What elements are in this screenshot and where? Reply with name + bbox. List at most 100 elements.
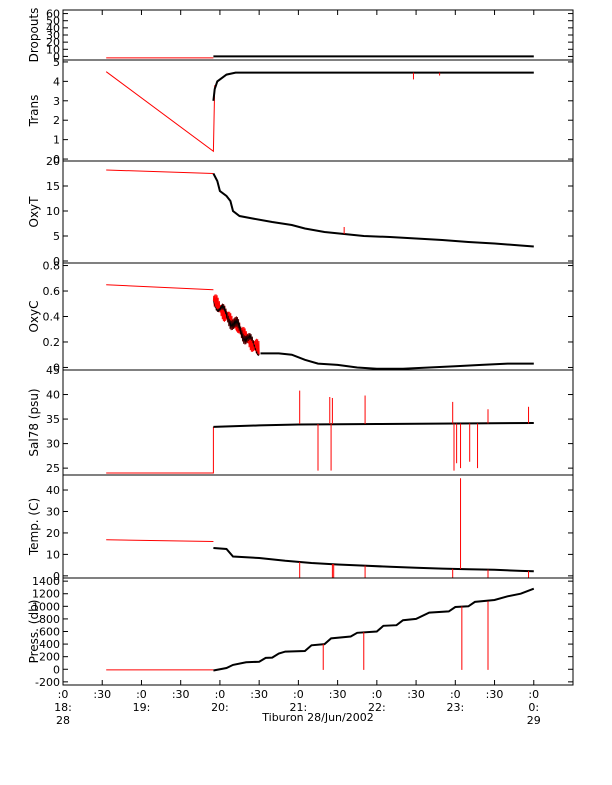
y-tick-label: 20 (46, 155, 60, 168)
y-tick-label: 2 (53, 114, 60, 127)
red-series-line (106, 284, 214, 291)
red-series-line (105, 71, 216, 153)
y-tick-label: 10 (46, 43, 60, 56)
y-tick-label: 0 (53, 361, 60, 374)
y-tick-label: 40 (46, 484, 60, 497)
red-series-line (106, 539, 214, 542)
y-tick-label: 40 (46, 22, 60, 35)
black-series-line (213, 547, 534, 573)
x-tick-label: :0 (293, 688, 304, 701)
black-series-line (212, 173, 534, 248)
x-axis-label: Tiburon 28/Jun/2002 (261, 711, 373, 724)
y-tick-label: 10 (46, 548, 60, 561)
panel-6: 0 10 20 30 40 Temp. (C) (27, 474, 574, 583)
y-tick-label: 0 (53, 255, 60, 268)
y-tick-label: 1000 (32, 600, 60, 613)
red-series-line (106, 426, 214, 474)
x-tick-label: 18: (54, 701, 72, 714)
y-axis-label: OxyC (27, 300, 41, 332)
panel-4: 0 0.2 0.4 0.6 0.8 OxyC (27, 260, 574, 374)
panel-frame (62, 9, 574, 61)
panel-frame (62, 160, 574, 264)
black-series-line (213, 422, 534, 428)
x-tick-label: :30 (329, 688, 347, 701)
x-tick-label: 28 (56, 714, 70, 727)
black-series-line (260, 352, 534, 370)
y-tick-label: 0.2 (43, 336, 61, 349)
y-axis-label: Temp. (C) (27, 498, 41, 556)
y-axis-label: Trans (27, 95, 41, 128)
y-tick-label: 400 (39, 638, 60, 651)
x-tick-label: :0 (136, 688, 147, 701)
y-tick-label: 15 (46, 180, 60, 193)
black-series-line (212, 71, 534, 101)
x-tick-label: :0 (58, 688, 69, 701)
y-tick-label: 1200 (32, 588, 60, 601)
x-tick-label: :30 (172, 688, 190, 701)
y-axis-label: Dropouts (27, 8, 41, 63)
y-tick-label: 0.8 (43, 260, 61, 273)
y-tick-label: 30 (46, 29, 60, 42)
x-axis: :018:28:30:019::30:020::30:021::30:022::… (54, 10, 541, 727)
x-tick-label: 22: (368, 701, 386, 714)
y-tick-label: 5 (53, 230, 60, 243)
y-tick-label: 30 (46, 438, 60, 451)
panels-layer: 0102030405060Dropouts012345Trans05101520… (27, 8, 574, 689)
red-series-line (106, 169, 214, 174)
y-tick-label: 1 (53, 134, 60, 147)
x-tick-label: 21: (290, 701, 308, 714)
x-tick-label: 29 (527, 714, 541, 727)
y-tick-label: 0 (53, 663, 60, 676)
y-tick-label: -200 (35, 676, 60, 689)
x-tick-label: :0 (215, 688, 226, 701)
y-tick-label: 50 (46, 15, 60, 28)
x-tick-label: 20: (211, 701, 229, 714)
y-tick-label: 4 (53, 75, 60, 88)
x-tick-label: :0 (528, 688, 539, 701)
panel-3: 0 5 10 15 20 OxyT (27, 155, 574, 268)
y-tick-label: 0.6 (43, 285, 61, 298)
black-series-line (213, 587, 535, 672)
y-tick-label: 30 (46, 505, 60, 518)
x-tick-label: :0 (371, 688, 382, 701)
y-axis-label: OxyT (27, 196, 41, 228)
y-tick-label: 45 (46, 364, 60, 377)
y-tick-label: 10 (46, 205, 60, 218)
y-tick-label: 3 (53, 95, 60, 108)
y-axis-label: Press. (db) (27, 600, 41, 664)
panel-2: 0 1 2 3 4 5 Trans (27, 56, 574, 166)
x-tick-label: 19: (133, 701, 151, 714)
y-tick-label: 0.4 (43, 311, 61, 324)
y-tick-label: 200 (39, 651, 60, 664)
y-tick-label: 800 (39, 613, 60, 626)
y-tick-label: 25 (46, 462, 60, 475)
noisy-black-trace (213, 301, 260, 357)
y-axis-label: Sal78 (psu) (27, 388, 41, 456)
y-tick-label: 20 (46, 36, 60, 49)
y-tick-label: 0 (53, 50, 60, 63)
x-tick-label: :30 (93, 688, 111, 701)
y-tick-label: 0 (53, 153, 60, 166)
x-tick-label: :30 (407, 688, 425, 701)
panel-frame (62, 262, 574, 371)
y-tick-label: 5 (53, 56, 60, 69)
y-tick-label: 20 (46, 527, 60, 540)
y-tick-label: 0 (53, 570, 60, 583)
noisy-red-trace (212, 294, 260, 356)
x-tick-label: 23: (446, 701, 464, 714)
x-tick-label: :0 (450, 688, 461, 701)
x-tick-label: :30 (486, 688, 504, 701)
y-tick-label: 60 (46, 8, 60, 21)
y-tick-label: 600 (39, 626, 60, 639)
x-tick-label: 0: (528, 701, 539, 714)
x-tick-label: :30 (250, 688, 268, 701)
y-tick-label: 1400 (32, 575, 60, 588)
y-tick-label: 35 (46, 413, 60, 426)
panel-frame (62, 577, 574, 686)
y-tick-label: 40 (46, 389, 60, 402)
panel-5: 25 30 35 40 45 Sal78 (psu) (27, 364, 574, 476)
panel-frame (62, 59, 574, 162)
